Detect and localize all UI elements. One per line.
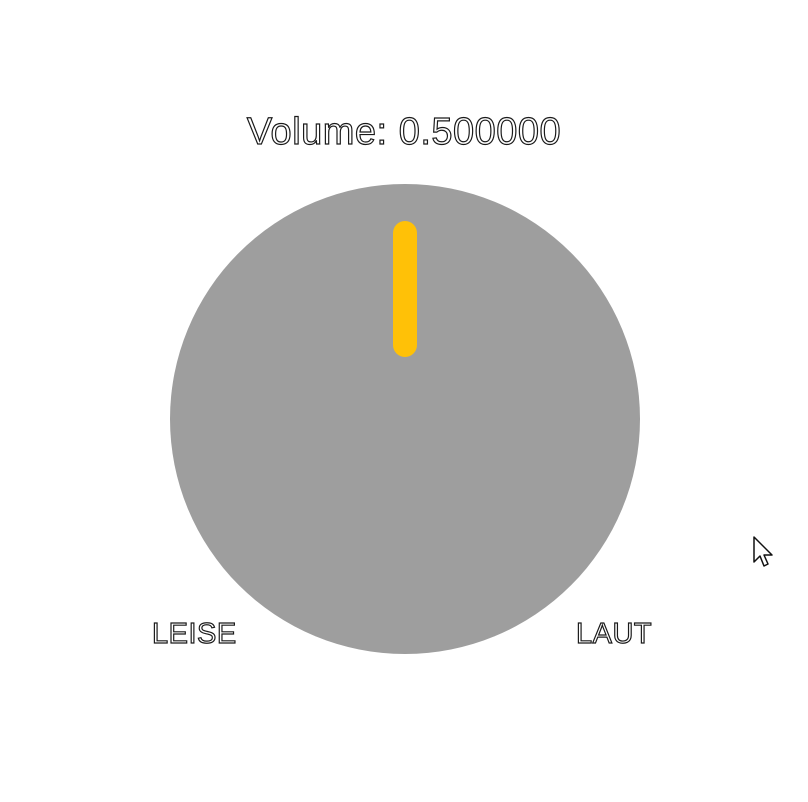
volume-knob[interactable] [170, 184, 640, 654]
max-label: LAUT [575, 618, 653, 650]
min-label: LEISE [151, 618, 237, 650]
volume-readout: Volume: 0.500000 [0, 111, 808, 153]
volume-label: Volume: [246, 111, 399, 153]
arrow-cursor-icon [753, 536, 773, 567]
volume-value: 0.500000 [398, 111, 562, 153]
